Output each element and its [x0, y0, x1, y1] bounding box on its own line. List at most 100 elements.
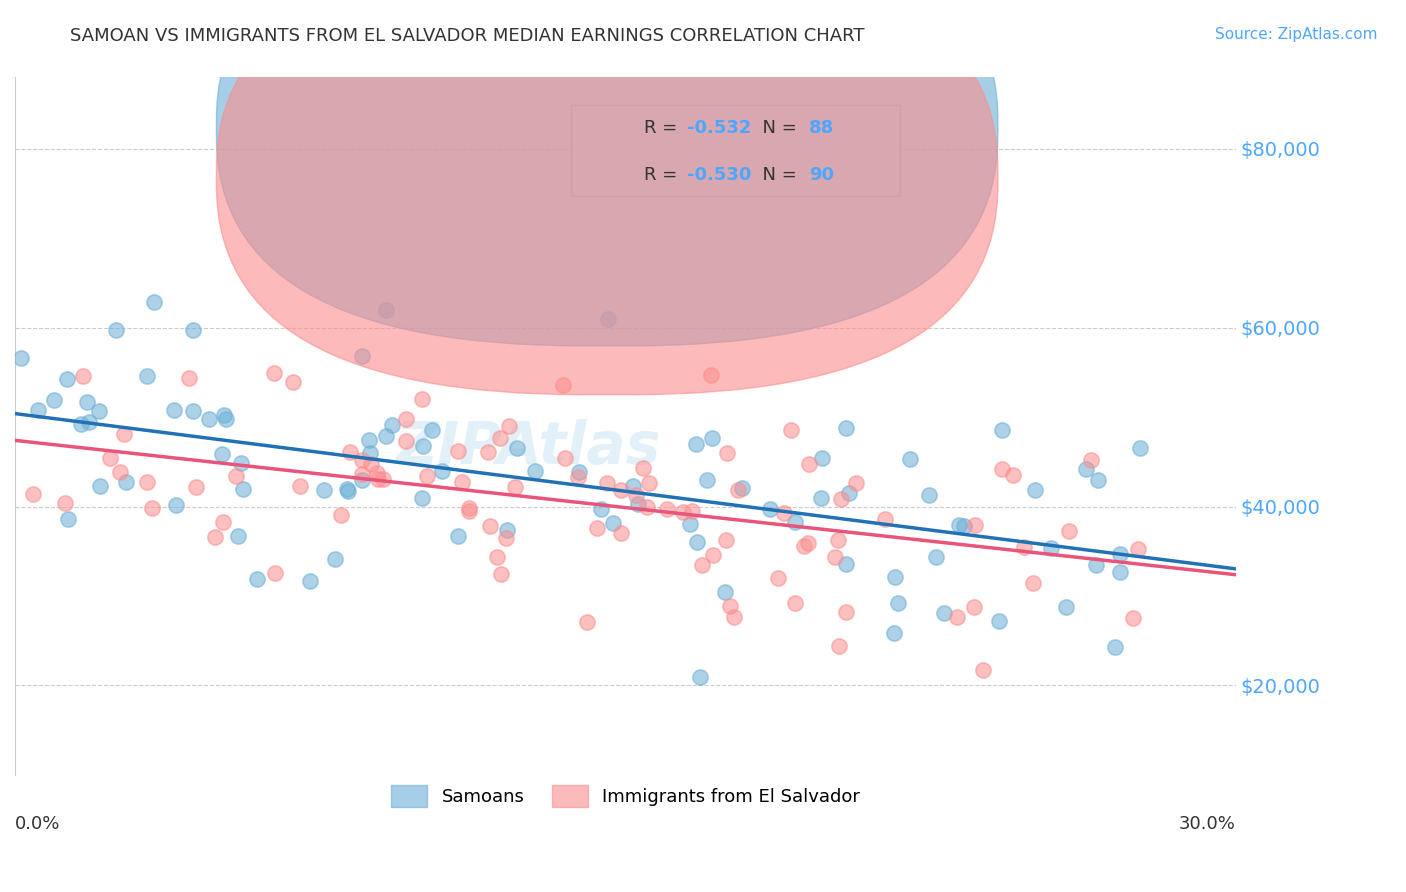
- Point: [633, 461, 655, 475]
- Point: [22, 487, 45, 501]
- Point: [179, 371, 201, 385]
- Point: [568, 465, 591, 479]
- Text: 30.0%: 30.0%: [1180, 815, 1236, 833]
- Point: [773, 506, 796, 520]
- Point: [89, 404, 111, 418]
- Text: 0.0%: 0.0%: [15, 815, 60, 833]
- Text: R =: R =: [644, 120, 683, 137]
- Point: [948, 517, 970, 532]
- Point: [783, 515, 806, 529]
- Point: [374, 303, 396, 318]
- Point: [875, 512, 897, 526]
- Point: [1085, 558, 1108, 572]
- Point: [53, 495, 76, 509]
- Point: [1087, 474, 1109, 488]
- Point: [416, 469, 439, 483]
- Point: [918, 488, 941, 502]
- FancyBboxPatch shape: [217, 0, 998, 346]
- Point: [56, 512, 79, 526]
- Point: [824, 549, 846, 564]
- Point: [1109, 565, 1132, 579]
- Point: [115, 475, 138, 489]
- Point: [204, 530, 226, 544]
- Point: [657, 502, 679, 516]
- Point: [638, 476, 661, 491]
- Point: [718, 599, 741, 613]
- Text: -0.530: -0.530: [686, 166, 751, 184]
- Point: [212, 408, 235, 422]
- Point: [489, 566, 512, 581]
- Point: [1022, 575, 1045, 590]
- Point: [225, 469, 247, 483]
- Point: [498, 419, 520, 434]
- Point: [314, 483, 336, 498]
- Point: [523, 465, 546, 479]
- Point: [609, 483, 631, 497]
- Point: [447, 443, 470, 458]
- Point: [503, 481, 526, 495]
- Point: [898, 452, 921, 467]
- Point: [596, 475, 619, 490]
- Point: [495, 532, 517, 546]
- Point: [991, 461, 1014, 475]
- Point: [211, 447, 233, 461]
- Point: [627, 497, 650, 511]
- Point: [165, 499, 187, 513]
- Point: [623, 479, 645, 493]
- Point: [228, 529, 250, 543]
- Point: [793, 539, 815, 553]
- Point: [350, 349, 373, 363]
- Point: [135, 475, 157, 490]
- Point: [551, 378, 574, 392]
- Point: [108, 465, 131, 479]
- Point: [1040, 541, 1063, 555]
- Point: [1104, 640, 1126, 655]
- Point: [575, 615, 598, 629]
- Point: [1024, 483, 1046, 497]
- Text: SAMOAN VS IMMIGRANTS FROM EL SALVADOR MEDIAN EARNINGS CORRELATION CHART: SAMOAN VS IMMIGRANTS FROM EL SALVADOR ME…: [70, 27, 865, 45]
- Point: [685, 437, 707, 451]
- Point: [624, 488, 647, 502]
- Point: [412, 439, 434, 453]
- Point: [298, 574, 321, 588]
- Point: [89, 479, 111, 493]
- Point: [690, 558, 713, 572]
- Point: [827, 533, 849, 548]
- Text: 90: 90: [808, 166, 834, 184]
- FancyBboxPatch shape: [217, 0, 998, 395]
- Point: [55, 372, 77, 386]
- Point: [505, 442, 527, 456]
- Point: [700, 368, 723, 383]
- Point: [231, 456, 253, 470]
- Point: [672, 505, 695, 519]
- Point: [759, 502, 782, 516]
- Point: [232, 482, 254, 496]
- Point: [1109, 547, 1132, 561]
- Point: [489, 431, 512, 445]
- Point: [70, 417, 93, 431]
- Point: [1057, 524, 1080, 538]
- Point: [367, 472, 389, 486]
- Point: [330, 508, 353, 522]
- Point: [679, 517, 702, 532]
- Point: [567, 470, 589, 484]
- Point: [811, 451, 834, 466]
- Point: [696, 473, 718, 487]
- Point: [359, 434, 381, 448]
- Point: [838, 486, 860, 500]
- Point: [10, 351, 32, 366]
- Point: [830, 491, 852, 506]
- Point: [554, 451, 576, 466]
- Point: [987, 614, 1010, 628]
- Point: [730, 481, 752, 495]
- Point: [76, 394, 98, 409]
- Point: [112, 426, 135, 441]
- Point: [486, 550, 509, 565]
- Point: [430, 464, 453, 478]
- Point: [366, 467, 388, 481]
- Point: [952, 518, 974, 533]
- Point: [263, 366, 285, 380]
- Point: [945, 609, 967, 624]
- Point: [714, 533, 737, 548]
- Point: [141, 501, 163, 516]
